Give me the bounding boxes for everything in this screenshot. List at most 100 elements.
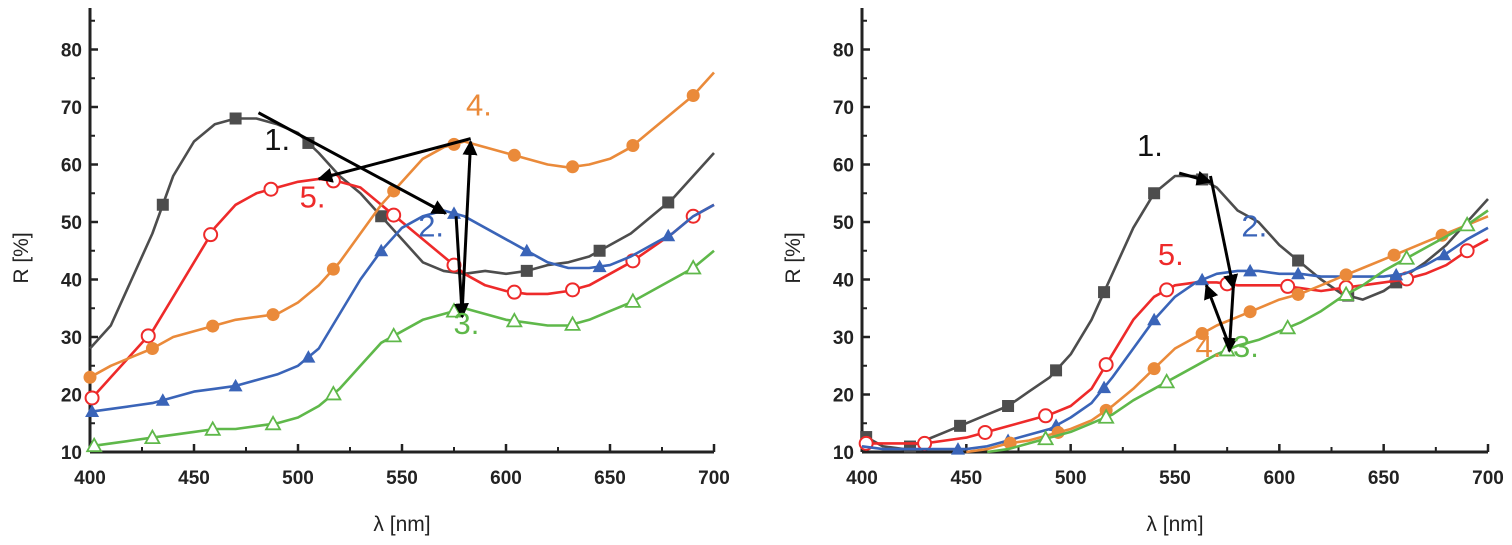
- x-tick-label: 700: [1472, 468, 1504, 489]
- data-point: [1459, 243, 1475, 259]
- data-point: [228, 378, 243, 392]
- data-point: [266, 308, 280, 322]
- series-line: [89, 71, 715, 379]
- y-tick-label: 50: [61, 213, 82, 234]
- data-point: [520, 264, 533, 277]
- data-point: [519, 243, 534, 257]
- data-point: [1291, 287, 1305, 301]
- data-point: [1158, 373, 1176, 389]
- data-point: [1159, 282, 1175, 298]
- data-point: [1037, 429, 1055, 446]
- curve-label: 5.: [1158, 237, 1184, 272]
- data-point: [1291, 266, 1306, 280]
- y-tick-label: 10: [833, 443, 854, 464]
- x-axis-title: λ [nm]: [1146, 513, 1203, 536]
- transition-arrow: [1222, 285, 1238, 353]
- x-tick-label: 550: [1159, 468, 1191, 489]
- data-point: [84, 390, 100, 406]
- data-point: [1147, 362, 1161, 376]
- plot-area: [858, 173, 1489, 455]
- transition-arrow: [460, 140, 478, 309]
- x-tick-label: 600: [1263, 468, 1295, 489]
- y-tick-label: 20: [833, 386, 854, 407]
- series-4: [966, 215, 1489, 454]
- data-point: [143, 428, 161, 445]
- data-point: [1243, 305, 1257, 319]
- y-tick-label: 80: [61, 41, 82, 62]
- data-point: [954, 419, 967, 432]
- x-tick-label: 450: [950, 468, 982, 489]
- data-point: [1339, 268, 1353, 282]
- data-point: [1279, 318, 1297, 335]
- x-tick-label: 650: [1368, 468, 1400, 489]
- data-point: [156, 198, 169, 211]
- data-point: [1098, 357, 1114, 373]
- data-point: [1148, 187, 1161, 200]
- curve-label: 3.: [1233, 329, 1259, 364]
- data-point: [592, 259, 607, 273]
- annotations: 1. 4. 5. 2. 3.: [264, 88, 492, 342]
- y-tick-label: 50: [833, 213, 854, 234]
- series-5: [858, 238, 1489, 451]
- y-tick-label: 40: [61, 271, 82, 292]
- x-tick-label: 400: [846, 468, 878, 489]
- data-point: [301, 350, 316, 363]
- data-point: [950, 442, 965, 455]
- arrows: [1178, 170, 1239, 353]
- data-point: [507, 148, 521, 162]
- data-point: [1195, 327, 1209, 341]
- data-point: [1098, 286, 1111, 299]
- data-point: [1038, 408, 1054, 424]
- data-point: [1097, 408, 1115, 424]
- series-1: [860, 173, 1489, 453]
- data-point: [624, 292, 642, 308]
- curve-label: 5.: [300, 180, 326, 215]
- y-tick-label: 70: [833, 98, 854, 119]
- data-point: [566, 160, 580, 174]
- axes: 400 450 500 550 600 650 700 10 20 30 40 50 60 70 80 λ […: [782, 8, 1504, 536]
- series-line: [861, 226, 1489, 451]
- x-tick-label: 400: [74, 468, 106, 489]
- data-point: [1050, 364, 1063, 377]
- series-line: [862, 238, 1489, 445]
- x-tick-label: 700: [698, 468, 730, 489]
- y-tick-label: 70: [61, 98, 82, 119]
- data-point: [1280, 278, 1296, 294]
- y-axis-title: R [%]: [10, 232, 33, 283]
- x-axis-title: λ [nm]: [373, 513, 430, 536]
- data-point: [229, 112, 242, 125]
- transition-arrow: [317, 137, 472, 183]
- series-line: [861, 174, 1489, 451]
- data-point: [83, 370, 97, 384]
- data-point: [1387, 248, 1401, 262]
- data-point: [1337, 285, 1355, 301]
- data-point: [564, 315, 582, 331]
- data-point: [203, 227, 219, 243]
- data-point: [1097, 380, 1112, 394]
- data-point: [1389, 267, 1404, 281]
- series-2: [861, 226, 1489, 455]
- data-point: [684, 259, 702, 275]
- data-point: [506, 284, 522, 300]
- data-point: [1147, 312, 1162, 326]
- y-tick-label: 30: [833, 328, 854, 349]
- curve-label: 3.: [454, 306, 480, 341]
- data-point: [447, 206, 461, 219]
- data-point: [324, 385, 342, 401]
- y-tick-label: 10: [61, 443, 82, 464]
- data-point: [1195, 272, 1210, 286]
- arrows: [257, 111, 478, 319]
- curve-label: 1.: [1137, 128, 1163, 163]
- y-axis-title: R [%]: [782, 232, 805, 283]
- series-line: [89, 117, 715, 350]
- data-point: [661, 228, 676, 242]
- series-4: [83, 71, 715, 384]
- y-tick-label: 80: [833, 41, 854, 62]
- x-tick-label: 550: [386, 468, 418, 489]
- transition-arrow: [1178, 170, 1212, 186]
- curve-label: 4.: [1195, 329, 1221, 364]
- annotations: 1. 2. 5. 4. 3.: [1137, 128, 1267, 364]
- plot-area: [83, 71, 715, 453]
- x-tick-label: 600: [490, 468, 522, 489]
